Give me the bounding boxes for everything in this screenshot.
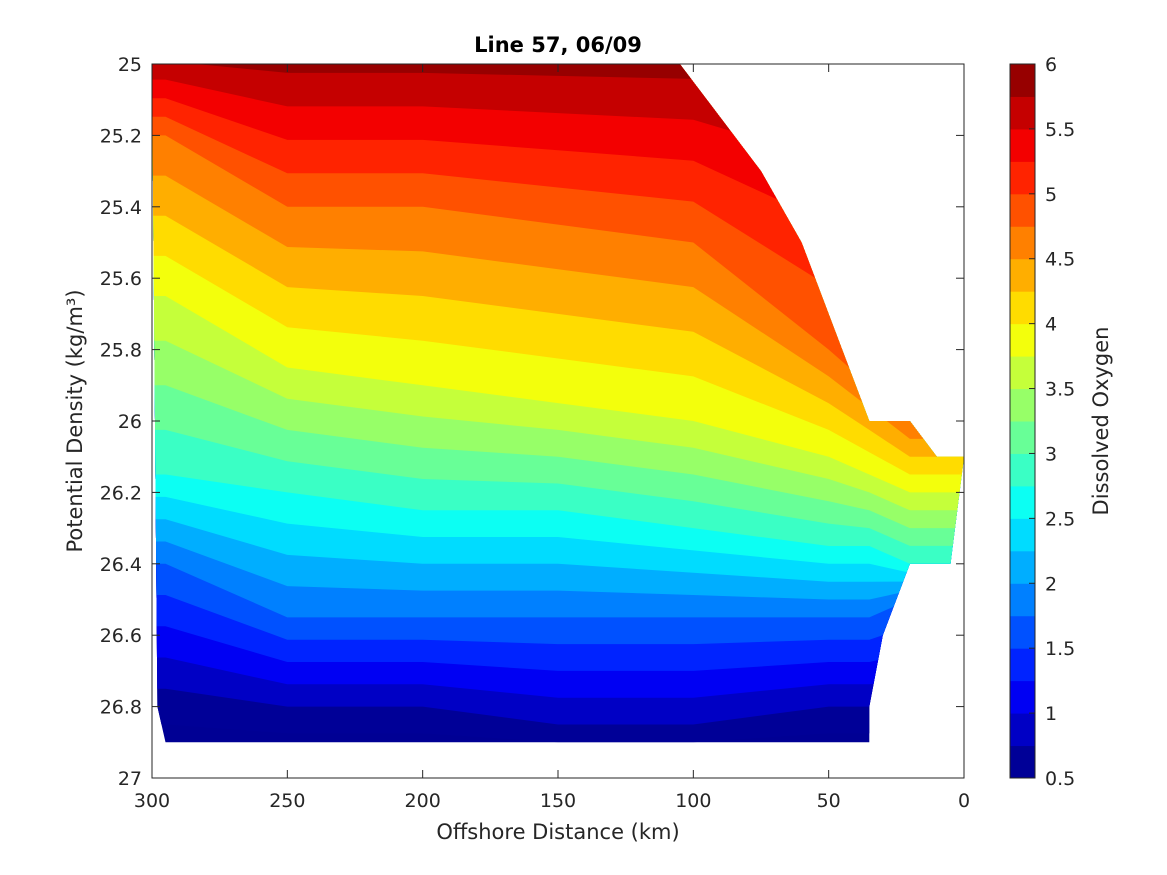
colorbar-tick-label: 0.5 bbox=[1045, 768, 1075, 790]
colorbar-segment bbox=[1010, 648, 1035, 682]
colorbar-segment bbox=[1010, 745, 1035, 779]
colorbar-segment bbox=[1010, 583, 1035, 617]
colorbar-tick-label: 2.5 bbox=[1045, 508, 1075, 530]
x-tick-label: 300 bbox=[134, 790, 170, 812]
y-tick-label: 25.2 bbox=[100, 125, 142, 147]
colorbar-segment bbox=[1010, 291, 1035, 325]
x-tick-label: 150 bbox=[540, 790, 576, 812]
y-tick-label: 25 bbox=[118, 54, 142, 76]
y-tick-label: 26.4 bbox=[100, 554, 142, 576]
y-tick-label: 26.2 bbox=[100, 482, 142, 504]
colorbar-tick-label: 3.5 bbox=[1045, 379, 1075, 401]
colorbar-segment bbox=[1010, 356, 1035, 390]
y-axis: 25 25.2 25.4 25.6 25.8 26 26.2 26.4 26.6 26.8 27 bbox=[100, 54, 964, 790]
colorbar-tick-label: 4.5 bbox=[1045, 249, 1075, 271]
y-tick-label: 27 bbox=[118, 768, 142, 790]
y-axis-label: Potential Density (kg/m³) bbox=[63, 289, 87, 552]
colorbar-segment bbox=[1010, 388, 1035, 422]
colorbar-frame bbox=[1009, 63, 1036, 779]
x-tick-label: 250 bbox=[269, 790, 305, 812]
colorbar-segment bbox=[1010, 518, 1035, 552]
colorbar-segment bbox=[1010, 193, 1035, 227]
x-tick-label: 200 bbox=[405, 790, 441, 812]
x-tick-label: 0 bbox=[958, 790, 970, 812]
colorbar-segment bbox=[1010, 64, 1035, 97]
colorbar-segment bbox=[1010, 615, 1035, 649]
x-tick-label: 50 bbox=[817, 790, 841, 812]
colorbar-tick-label: 2 bbox=[1045, 573, 1057, 595]
colorbar-tick-label: 1 bbox=[1045, 703, 1057, 725]
y-tick-label: 26.6 bbox=[100, 625, 142, 647]
y-tick-label: 25.6 bbox=[100, 268, 142, 290]
colorbar-segment bbox=[1010, 323, 1035, 357]
colorbar-label: Dissolved Oxygen bbox=[1089, 327, 1113, 516]
colorbar-segment bbox=[1010, 680, 1035, 714]
colorbar-tick-label: 5 bbox=[1045, 184, 1057, 206]
colorbar-segment bbox=[1010, 713, 1035, 747]
y-tick-label: 26.8 bbox=[100, 697, 142, 719]
colorbar-segment bbox=[1010, 550, 1035, 584]
colorbar bbox=[1010, 64, 1035, 779]
colorbar-tick-label: 1.5 bbox=[1045, 638, 1075, 660]
x-axis-label: Offshore Distance (km) bbox=[436, 820, 679, 844]
colorbar-segment bbox=[1010, 96, 1035, 130]
colorbar-segment bbox=[1010, 128, 1035, 162]
colorbar-tick-label: 6 bbox=[1045, 54, 1057, 76]
colorbar-segment bbox=[1010, 258, 1035, 292]
colorbar-segment bbox=[1010, 485, 1035, 519]
plot-area bbox=[152, 64, 964, 743]
colorbar-tick-label: 5.5 bbox=[1045, 119, 1075, 141]
colorbar-segment bbox=[1010, 421, 1035, 454]
colorbar-segment bbox=[1010, 161, 1035, 195]
x-axis: 300 250 200 150 100 50 0 bbox=[134, 64, 970, 812]
colorbar-segment bbox=[1010, 453, 1035, 487]
contour-bands bbox=[152, 64, 964, 743]
colorbar-tick-label: 4 bbox=[1045, 314, 1057, 336]
x-tick-label: 100 bbox=[675, 790, 711, 812]
colorbar-ticks: 0.5 1 1.5 2 2.5 3 3.5 4 4.5 5 5.5 6 bbox=[1029, 54, 1075, 790]
y-tick-label: 26 bbox=[118, 411, 142, 433]
colorbar-segment bbox=[1010, 226, 1035, 260]
colorbar-tick-label: 3 bbox=[1045, 443, 1057, 465]
y-tick-label: 25.4 bbox=[100, 197, 142, 219]
chart-title: Line 57, 06/09 bbox=[474, 33, 642, 57]
y-tick-label: 25.8 bbox=[100, 340, 142, 362]
